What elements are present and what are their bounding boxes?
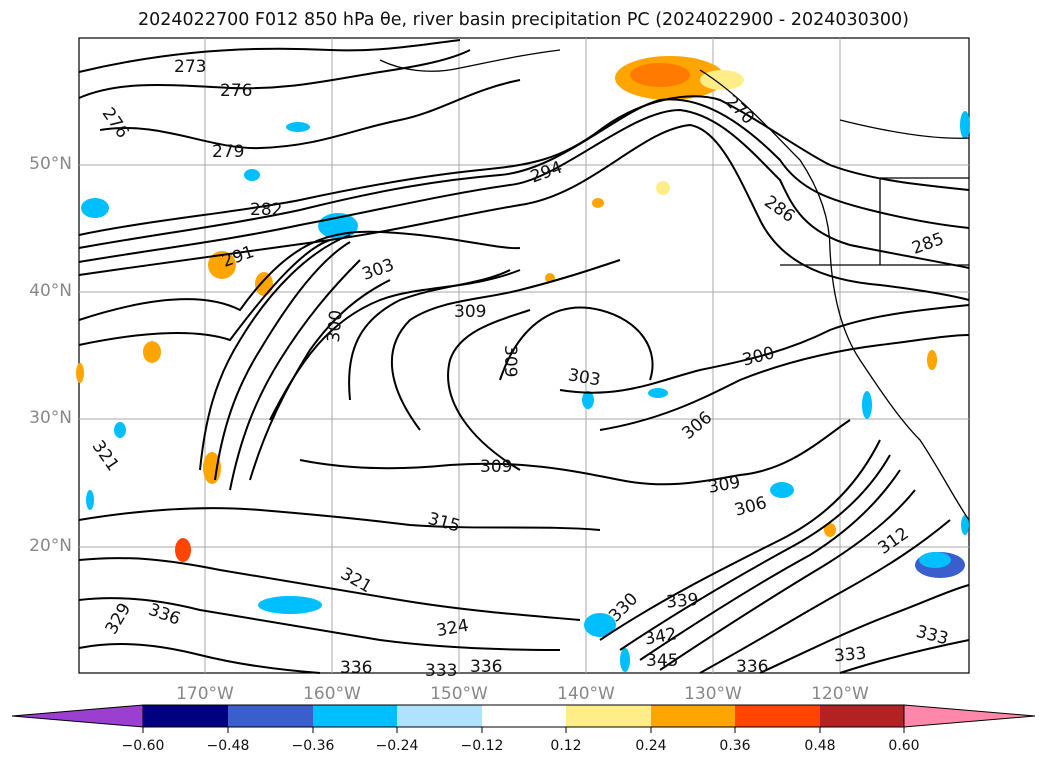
lat-label-50n: 50°N — [29, 154, 72, 174]
colorbar-tick: 0.48 — [804, 738, 836, 754]
map-plot-area — [76, 37, 970, 674]
lon-label-130w: 130°W — [684, 684, 742, 704]
contour-label: 309 — [500, 345, 520, 377]
coastlines — [379, 49, 970, 521]
colorbar — [11, 704, 1036, 733]
contour-label: 309 — [454, 302, 486, 322]
colorbar-tick: 0.24 — [635, 738, 667, 754]
colorbar-tick: −0.60 — [121, 738, 165, 754]
colorbar-tick: 0.60 — [888, 738, 920, 754]
contour-label: 273 — [174, 57, 206, 77]
contour-label: 336 — [340, 658, 372, 678]
precip-shading — [76, 56, 970, 672]
lat-label-20n: 20°N — [29, 536, 72, 556]
lat-label-30n: 30°N — [29, 408, 72, 428]
contour-label: 336 — [470, 657, 502, 677]
colorbar-tick: 0.12 — [550, 738, 582, 754]
contour-label: 309 — [480, 457, 512, 477]
lat-label-40n: 40°N — [29, 281, 72, 301]
colorbar-tick: 0.36 — [719, 738, 751, 754]
contour-label: 333 — [425, 661, 457, 681]
contour-label: 339 — [665, 590, 699, 613]
lon-label-150w: 150°W — [430, 684, 488, 704]
lon-label-170w: 170°W — [176, 684, 234, 704]
lon-label-160w: 160°W — [303, 684, 361, 704]
contour-label: 345 — [646, 651, 678, 671]
contour-label: 336 — [736, 657, 768, 677]
colorbar-tick: −0.12 — [460, 738, 504, 754]
contour-label: 279 — [212, 142, 244, 162]
contour-label: 333 — [833, 644, 867, 667]
colorbar-tick: −0.48 — [206, 738, 250, 754]
contour-label: 300 — [324, 309, 347, 343]
lon-label-120w: 120°W — [811, 684, 869, 704]
colorbar-tick: −0.36 — [291, 738, 335, 754]
theta-e-contours — [78, 39, 970, 674]
map-title: 2024022700 F012 850 hPa θe, river basin … — [138, 10, 909, 30]
contour-label: 282 — [250, 200, 282, 220]
colorbar-tick: −0.24 — [375, 738, 419, 754]
contour-label: 276 — [220, 81, 252, 101]
lon-label-140w: 140°W — [557, 684, 615, 704]
